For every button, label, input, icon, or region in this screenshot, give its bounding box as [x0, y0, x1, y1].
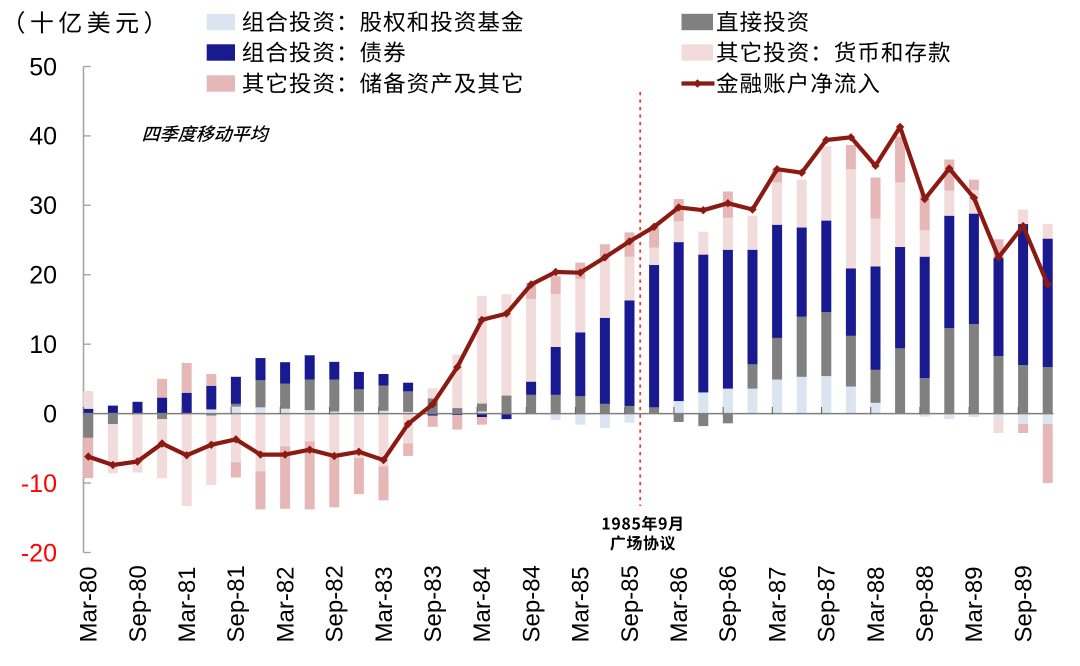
- svg-text:Mar-87: Mar-87: [764, 566, 791, 642]
- svg-text:40: 40: [29, 123, 57, 151]
- svg-text:Sep-86: Sep-86: [715, 565, 742, 642]
- svg-text:20: 20: [29, 262, 57, 290]
- svg-text:50: 50: [29, 53, 57, 81]
- svg-text:Sep-83: Sep-83: [420, 565, 447, 642]
- svg-text:30: 30: [29, 192, 57, 220]
- svg-text:Sep-85: Sep-85: [617, 565, 644, 642]
- svg-text:Sep-89: Sep-89: [1010, 565, 1037, 642]
- svg-text:Mar-84: Mar-84: [469, 566, 496, 642]
- svg-text:Mar-85: Mar-85: [568, 566, 595, 642]
- svg-text:0: 0: [43, 400, 57, 428]
- svg-text:Sep-80: Sep-80: [125, 565, 152, 642]
- svg-text:Sep-81: Sep-81: [223, 565, 250, 642]
- svg-text:Mar-83: Mar-83: [371, 566, 398, 642]
- svg-text:10: 10: [29, 331, 57, 359]
- svg-text:Mar-80: Mar-80: [76, 566, 103, 642]
- svg-text:Sep-84: Sep-84: [518, 565, 545, 642]
- svg-text:Mar-89: Mar-89: [961, 566, 988, 642]
- svg-text:Mar-86: Mar-86: [666, 566, 693, 642]
- svg-text:Mar-88: Mar-88: [863, 566, 890, 642]
- svg-text:-20: -20: [21, 539, 57, 567]
- svg-text:-10: -10: [21, 470, 57, 498]
- svg-text:Mar-82: Mar-82: [272, 566, 299, 642]
- svg-text:Mar-81: Mar-81: [174, 566, 201, 642]
- svg-text:Sep-82: Sep-82: [322, 565, 349, 642]
- svg-text:Sep-88: Sep-88: [912, 565, 939, 642]
- svg-text:Sep-87: Sep-87: [814, 565, 841, 642]
